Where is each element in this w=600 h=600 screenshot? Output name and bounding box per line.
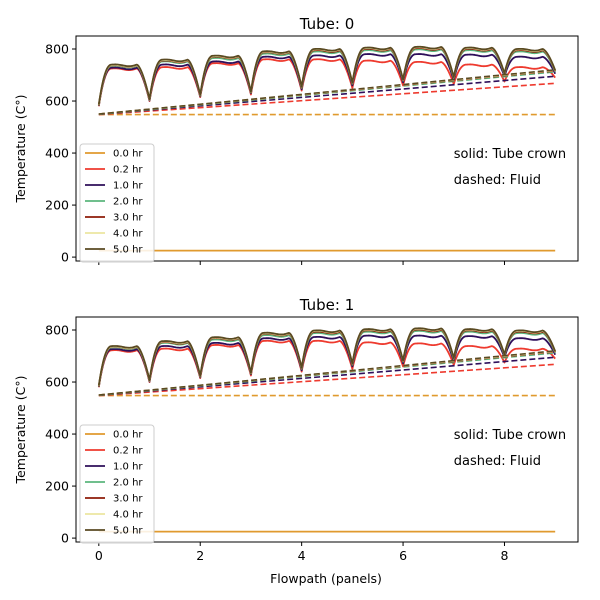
plot-area [76, 317, 578, 542]
fluid-line-1 [98, 363, 556, 397]
fluid-line-6 [98, 350, 556, 396]
y-tick-label: 600 [45, 375, 69, 390]
legend-label-6: 5.0 hr [113, 526, 143, 537]
fluid-line-1 [98, 82, 556, 116]
annotation-solid: solid: Tube crown [454, 147, 566, 162]
legend-label-3: 2.0 hr [113, 197, 143, 208]
crown-line-6 [97, 327, 557, 386]
y-tick-label: 800 [45, 42, 69, 57]
y-axis-label: Temperature (C°) [13, 376, 28, 485]
annotation-solid: solid: Tube crown [454, 428, 566, 443]
crown-line-2 [97, 334, 556, 387]
legend-label-5: 4.0 hr [113, 510, 143, 521]
x-tick-label: 0 [95, 548, 103, 563]
x-tick-label: 4 [298, 548, 306, 563]
chart-1: Tube: 1 0 200 400 600 800 0 2 4 6 8 Temperature (C°… [13, 296, 579, 586]
x-tick-label: 6 [399, 548, 407, 563]
legend-label-0: 0.0 hr [113, 149, 143, 160]
legend: 0.0 hr 0.2 hr 1.0 hr 2.0 hr 3.0 hr 4.0 hr 5.0 … [79, 424, 155, 544]
chart-title: Tube: 0 [299, 15, 355, 33]
series-group [97, 45, 557, 252]
x-tick-label: 8 [500, 548, 508, 563]
crown-line-1 [97, 339, 556, 388]
annotation-dashed: dashed: Fluid [454, 173, 541, 188]
y-axis-label: Temperature (C°) [13, 95, 28, 204]
legend-label-4: 3.0 hr [113, 213, 143, 224]
chart-0: Tube: 0 0 200 400 600 800 Temperature (C°) soli… [13, 15, 579, 265]
axes-frame [75, 35, 579, 262]
series-group [97, 327, 557, 533]
legend-label-3: 2.0 hr [113, 478, 143, 489]
plot-area [76, 36, 578, 261]
y-tick-label: 0 [61, 531, 69, 546]
y-tick-label: 800 [45, 323, 69, 338]
legend-label-5: 4.0 hr [113, 229, 143, 240]
legend-label-2: 1.0 hr [113, 181, 143, 192]
legend-label-1: 0.2 hr [113, 165, 143, 176]
y-tick-label: 600 [45, 94, 69, 109]
axes-frame [75, 316, 579, 543]
crown-line-1 [97, 58, 556, 107]
legend-label-4: 3.0 hr [113, 494, 143, 505]
legend-label-2: 1.0 hr [113, 462, 143, 473]
chart-title: Tube: 1 [299, 296, 355, 314]
crown-line-6 [97, 45, 557, 105]
fluid-line-6 [98, 69, 556, 115]
y-tick-label: 400 [45, 146, 69, 161]
y-tick-label: 0 [61, 250, 69, 265]
x-tick-label: 2 [196, 548, 204, 563]
legend: 0.0 hr 0.2 hr 1.0 hr 2.0 hr 3.0 hr 4.0 hr 5.0 … [79, 143, 155, 263]
legend-label-1: 0.2 hr [113, 446, 143, 457]
legend-label-6: 5.0 hr [113, 245, 143, 256]
y-tick-label: 400 [45, 427, 69, 442]
legend-label-0: 0.0 hr [113, 430, 143, 441]
x-axis-label: Flowpath (panels) [270, 571, 382, 586]
crown-line-2 [97, 53, 556, 106]
y-tick-label: 200 [45, 479, 69, 494]
annotation-dashed: dashed: Fluid [454, 454, 541, 469]
y-tick-label: 200 [45, 198, 69, 213]
